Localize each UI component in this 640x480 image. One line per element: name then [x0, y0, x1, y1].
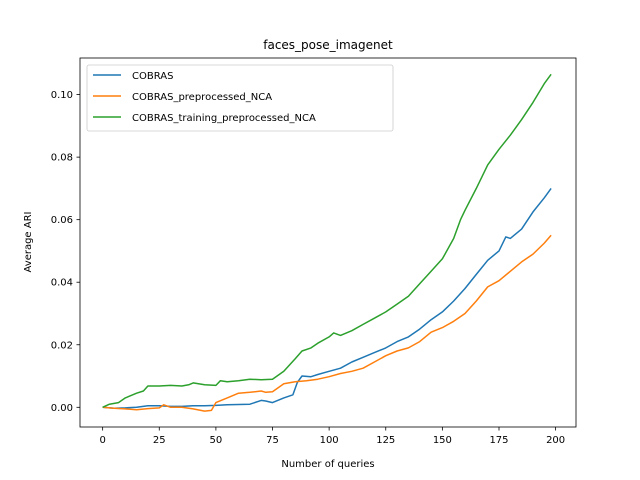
y-tick-label: 0.10: [51, 90, 73, 101]
y-axis-label: Average ARI: [23, 212, 34, 273]
legend-label-1: COBRAS_preprocessed_NCA: [132, 92, 272, 103]
x-tick-label: 0: [99, 435, 105, 446]
x-tick-label: 175: [489, 435, 508, 446]
y-tick-label: 0.06: [51, 215, 73, 226]
plot-frame: [79, 57, 577, 428]
y-tick-label: 0.02: [51, 340, 73, 351]
x-tick-label: 125: [376, 435, 395, 446]
chart-title: faces_pose_imagenet: [263, 38, 393, 52]
legend-label-0: COBRAS: [132, 71, 173, 82]
x-tick-label: 200: [546, 435, 565, 446]
x-axis-label: Number of queries: [281, 459, 374, 470]
x-tick-label: 75: [266, 435, 279, 446]
series-line-2: [102, 73, 552, 408]
y-axis-ticks: 0.00 0.02 0.04 0.06 0.08 0.10: [51, 90, 80, 414]
series-line-1: [102, 234, 552, 412]
y-tick-label: 0.00: [51, 403, 73, 414]
series-line-0: [102, 187, 552, 409]
y-tick-label: 0.08: [51, 153, 73, 164]
legend-label-2: COBRAS_training_preprocessed_NCA: [132, 113, 316, 124]
x-axis-ticks: 0 25 50 75 100 125 150 175 200: [99, 427, 565, 446]
y-tick-label: 0.04: [51, 278, 73, 289]
legend: COBRAS COBRAS_preprocessed_NCA COBRAS_trai…: [86, 64, 394, 132]
series-lines: [102, 73, 552, 412]
x-tick-label: 150: [433, 435, 452, 446]
legend-box: [86, 64, 394, 132]
x-tick-label: 50: [210, 435, 223, 446]
x-tick-label: 100: [320, 435, 339, 446]
x-tick-label: 25: [153, 435, 166, 446]
